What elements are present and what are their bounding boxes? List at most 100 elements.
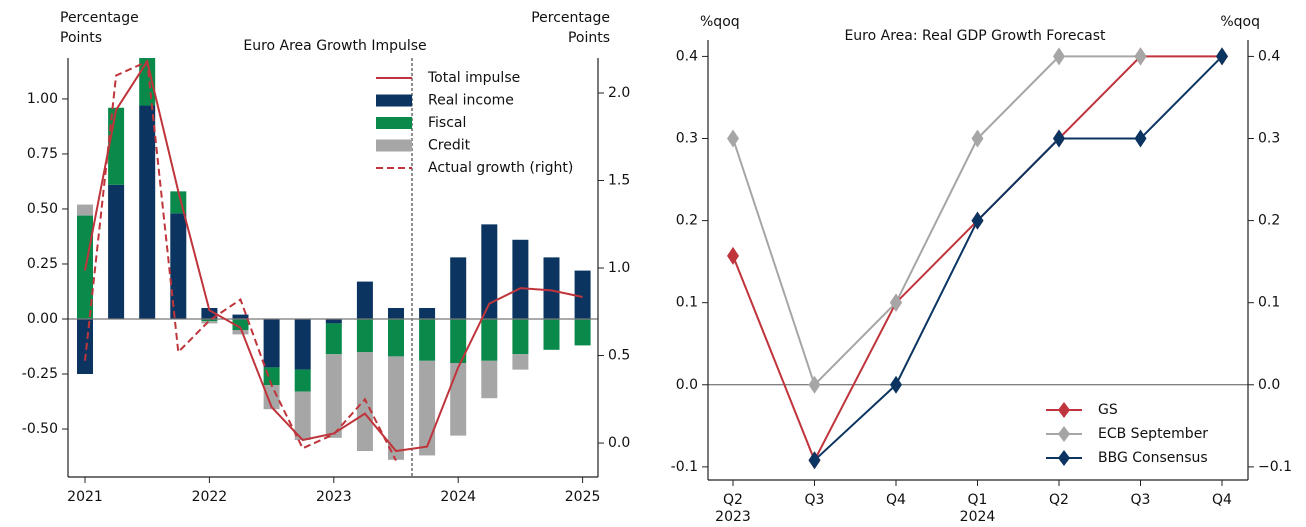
bar-segment	[263, 385, 280, 410]
bar-segment	[77, 204, 93, 216]
data-marker	[1134, 47, 1147, 66]
data-line	[84, 60, 397, 462]
bar-segment	[388, 318, 404, 357]
bar-segment	[388, 356, 404, 460]
x-tick-label: Q3	[805, 492, 825, 508]
bar-segment	[170, 213, 187, 319]
y2-tick-label: 0.1	[1258, 295, 1280, 311]
data-marker	[890, 375, 902, 394]
y-axis-label: %qoq	[700, 14, 740, 30]
bar-segment	[419, 318, 436, 361]
x-tick-label: Q3	[1131, 492, 1151, 508]
y-tick-label: 0.2	[676, 213, 698, 229]
x-tick-label: 2021	[67, 489, 103, 505]
data-line	[813, 55, 1223, 462]
y2-axis-label: Percentage	[531, 10, 610, 26]
data-line	[732, 55, 1141, 387]
bar-segment	[201, 321, 218, 324]
legend-label: GS	[1098, 402, 1118, 418]
y-tick-label: 0.25	[27, 256, 58, 272]
bar-segment	[512, 318, 529, 355]
bar-segment	[294, 391, 311, 441]
y-tick-label: 0.75	[27, 146, 58, 162]
data-line	[732, 55, 1222, 463]
bar-segment	[201, 307, 218, 319]
y2-tick-label: 1.0	[608, 260, 630, 276]
bar-segment	[450, 257, 467, 319]
y-tick-label: 0.00	[27, 311, 58, 327]
y2-tick-label: 0.4	[1258, 48, 1280, 64]
y2-tick-label: 2.0	[608, 85, 630, 101]
legend-label: BBG Consensus	[1098, 450, 1208, 466]
y-tick-label: 0.1	[676, 295, 698, 311]
bar-segment	[232, 318, 249, 330]
y-tick-label: -0.25	[22, 366, 58, 382]
legend-swatch	[376, 117, 412, 129]
bar-segment	[294, 369, 311, 392]
chart-title: Euro Area Growth Impulse	[243, 38, 426, 54]
bar-segment	[325, 323, 342, 355]
data-marker	[808, 451, 821, 470]
bar-segment	[481, 318, 498, 361]
bar-segment	[419, 307, 436, 319]
y-tick-label: 1.00	[27, 91, 58, 107]
data-marker	[727, 246, 739, 265]
bar-segment	[450, 318, 467, 364]
y2-tick-label: 0.2	[1258, 213, 1280, 229]
legend-marker	[1058, 426, 1070, 442]
bar-segment	[232, 314, 249, 319]
bar-segment	[512, 239, 529, 319]
data-marker	[1134, 129, 1147, 148]
plot-area	[68, 58, 598, 462]
x-tick-label: Q4	[886, 492, 906, 508]
x-tick-label: 2023	[316, 489, 352, 505]
data-marker	[971, 211, 984, 230]
bar-segment	[356, 281, 373, 319]
legend-marker	[1058, 402, 1070, 418]
data-marker	[727, 129, 739, 148]
data-marker	[971, 129, 984, 148]
data-marker	[1216, 47, 1228, 66]
bar-segment	[481, 360, 498, 399]
legend-label: Actual growth (right)	[428, 160, 573, 176]
bar-segment	[543, 318, 560, 350]
bar-segment	[232, 329, 249, 335]
y2-tick-label: −0.1	[1258, 459, 1292, 475]
chart-title: Euro Area: Real GDP Growth Forecast	[844, 28, 1106, 44]
bar-segment	[263, 318, 280, 368]
y-axis-label: Percentage	[60, 10, 139, 26]
y2-tick-label: 0.3	[1258, 131, 1280, 147]
legend-label: Credit	[428, 138, 471, 154]
legend-label: Fiscal	[428, 115, 466, 131]
bar-segment	[201, 318, 218, 322]
y-tick-label: -0.50	[22, 421, 58, 437]
x-tick-sublabel: 2023	[715, 509, 751, 525]
data-marker	[890, 293, 902, 312]
legend-label: Total impulse	[427, 70, 520, 86]
y-tick-label: 0.3	[676, 131, 698, 147]
bar-segment	[356, 318, 373, 353]
bar-segment	[77, 318, 93, 375]
x-tick-label: 2025	[565, 489, 601, 505]
bar-segment	[512, 354, 529, 370]
bar-segment	[139, 105, 156, 319]
data-marker	[808, 375, 821, 394]
bar-segment	[108, 184, 125, 319]
y2-axis-label: Points	[568, 30, 610, 46]
y-tick-label: 0.0	[676, 377, 698, 393]
x-tick-label: Q4	[1212, 492, 1232, 508]
bar-segment	[325, 318, 342, 324]
x-tick-sublabel: 2024	[960, 509, 996, 525]
bar-segment	[574, 270, 591, 319]
y2-tick-label: 1.5	[608, 173, 630, 189]
bar-segment	[543, 257, 560, 319]
y2-tick-label: 0.0	[1258, 377, 1280, 393]
x-tick-label: Q2	[1049, 492, 1069, 508]
bar-segment	[388, 307, 404, 319]
legend-marker	[1058, 450, 1070, 466]
y-tick-label: -0.1	[671, 459, 698, 475]
bar-segment	[356, 352, 373, 452]
bar-segment	[574, 318, 591, 346]
x-tick-label: 2022	[192, 489, 228, 505]
